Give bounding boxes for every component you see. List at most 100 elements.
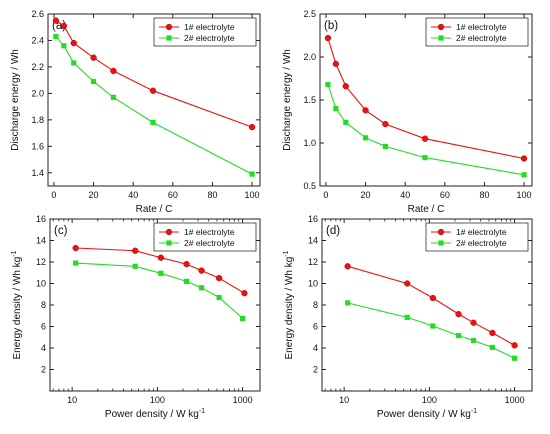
- data-point: [71, 60, 77, 66]
- x-tick-label: 80: [479, 190, 489, 200]
- legend-swatch-marker: [165, 228, 173, 236]
- legend-swatch-marker: [437, 228, 445, 236]
- series-2: [53, 33, 255, 177]
- series-2: [345, 300, 518, 361]
- y-tick-label: 1.4: [31, 168, 44, 178]
- y-tick-label: 2.2: [31, 62, 44, 72]
- x-axis-title-text: Rate / C: [136, 204, 173, 215]
- data-point: [422, 155, 428, 161]
- y-axis-title: Discharge energy / Wh: [10, 49, 21, 151]
- y-tick-label: 2.0: [31, 88, 44, 98]
- y-tick-label: 4: [313, 343, 318, 353]
- y-tick-label: 10: [308, 279, 318, 289]
- data-point: [53, 33, 59, 40]
- legend-swatch-marker: [437, 23, 445, 31]
- data-point: [90, 54, 97, 61]
- data-point: [73, 260, 79, 266]
- x-axis-title-text: Power density / W kg: [377, 409, 471, 420]
- data-point: [430, 323, 436, 329]
- y-tick-label: 12: [36, 257, 46, 267]
- legend-swatch-marker: [165, 23, 173, 31]
- x-tick-label: 0: [51, 190, 56, 200]
- y-axis-title-text: Discharge energy / Wh: [282, 49, 293, 151]
- x-axis-title: Power density / W kg-1: [377, 408, 477, 420]
- legend-entry-label: 1# electrolyte: [184, 227, 235, 237]
- data-point: [382, 120, 389, 128]
- y-tick-label: 4: [41, 343, 46, 353]
- data-point: [72, 244, 79, 252]
- panel-label: (d): [326, 225, 340, 237]
- legend-box: [153, 17, 257, 47]
- x-tick-label: 10: [67, 395, 77, 405]
- panel-c: 2 4 6 8 10 12 14 16 10 100 1000 Power density / W k…: [11, 214, 261, 420]
- data-point: [132, 247, 139, 254]
- data-point: [404, 280, 411, 287]
- data-point: [343, 119, 349, 125]
- y-tick-label: 8: [41, 300, 46, 310]
- data-point: [455, 333, 462, 339]
- data-point: [215, 274, 223, 282]
- x-tick-label: 80: [207, 190, 217, 200]
- x-tick-label: 60: [440, 190, 450, 200]
- series-2: [325, 81, 527, 178]
- data-point: [52, 17, 60, 24]
- data-point: [511, 342, 518, 349]
- data-point: [470, 319, 477, 326]
- series-2: [73, 260, 246, 322]
- y-axis-title: Discharge energy / Wh: [282, 49, 293, 151]
- panel-a: 1.4 1.6 1.8 2.0 2.2 2.4 2.6 0 20 40 60 80 100 Rate / …: [10, 9, 261, 215]
- x-tick-label: 20: [89, 190, 99, 200]
- plot-frame-a: [47, 13, 261, 187]
- data-point: [404, 314, 410, 320]
- legend-box: [425, 222, 529, 252]
- data-point: [382, 143, 388, 150]
- legend-box: [153, 222, 257, 252]
- data-point: [198, 267, 205, 274]
- y-axis-title-text: Discharge energy / Wh: [10, 49, 21, 151]
- y-tick-label: 2.5: [303, 9, 316, 19]
- x-tick-label: 40: [128, 190, 138, 200]
- data-point: [332, 60, 340, 68]
- panel-label: (c): [54, 225, 68, 237]
- data-point: [421, 135, 429, 142]
- y-tick-label: 6: [313, 322, 318, 332]
- data-point: [183, 278, 190, 284]
- x-tick-label: 1000: [505, 395, 525, 405]
- legend-entry-label: 2# electrolyte: [184, 33, 235, 43]
- data-point: [325, 81, 331, 88]
- y-tick-label: 0.5: [303, 181, 316, 191]
- x-axis-title-text: Power density / W kg: [105, 409, 199, 420]
- legend-swatch-marker: [166, 35, 172, 41]
- x-tick-label: 10: [339, 395, 349, 405]
- legend-swatch-marker: [166, 240, 172, 246]
- series-line: [347, 302, 515, 359]
- data-point: [216, 294, 222, 301]
- data-point: [61, 43, 67, 49]
- x-tick-label: 100: [422, 395, 437, 405]
- data-point: [521, 172, 527, 178]
- y-tick-label: 2: [313, 365, 318, 375]
- x-tick-label: 60: [168, 190, 178, 200]
- y-axis-title: Energy density / Wh kg-1: [11, 250, 23, 359]
- y-tick-label: 1.8: [31, 115, 44, 125]
- series-1: [324, 34, 528, 162]
- series-line: [327, 84, 525, 176]
- x-tick-label: 0: [323, 190, 328, 200]
- y-tick-label: 14: [308, 236, 318, 246]
- x-tick-label: 100: [517, 190, 532, 200]
- y-tick-label: 14: [36, 236, 46, 246]
- data-point: [241, 290, 248, 297]
- legend-box: [425, 17, 529, 47]
- legend-entry-label: 2# electrolyte: [456, 238, 507, 248]
- x-tick-label: 40: [400, 190, 410, 200]
- data-point: [344, 263, 351, 270]
- y-axis-title: Energy density / Wh kg-1: [283, 250, 295, 359]
- panel-d: 2 4 6 8 10 12 14 16 10 100 1000 Power density / W k…: [283, 214, 533, 420]
- x-axis-title: Rate / C: [136, 204, 173, 215]
- legend-entry-label: 2# electrolyte: [456, 33, 507, 43]
- y-tick-label: 1.5: [303, 95, 316, 105]
